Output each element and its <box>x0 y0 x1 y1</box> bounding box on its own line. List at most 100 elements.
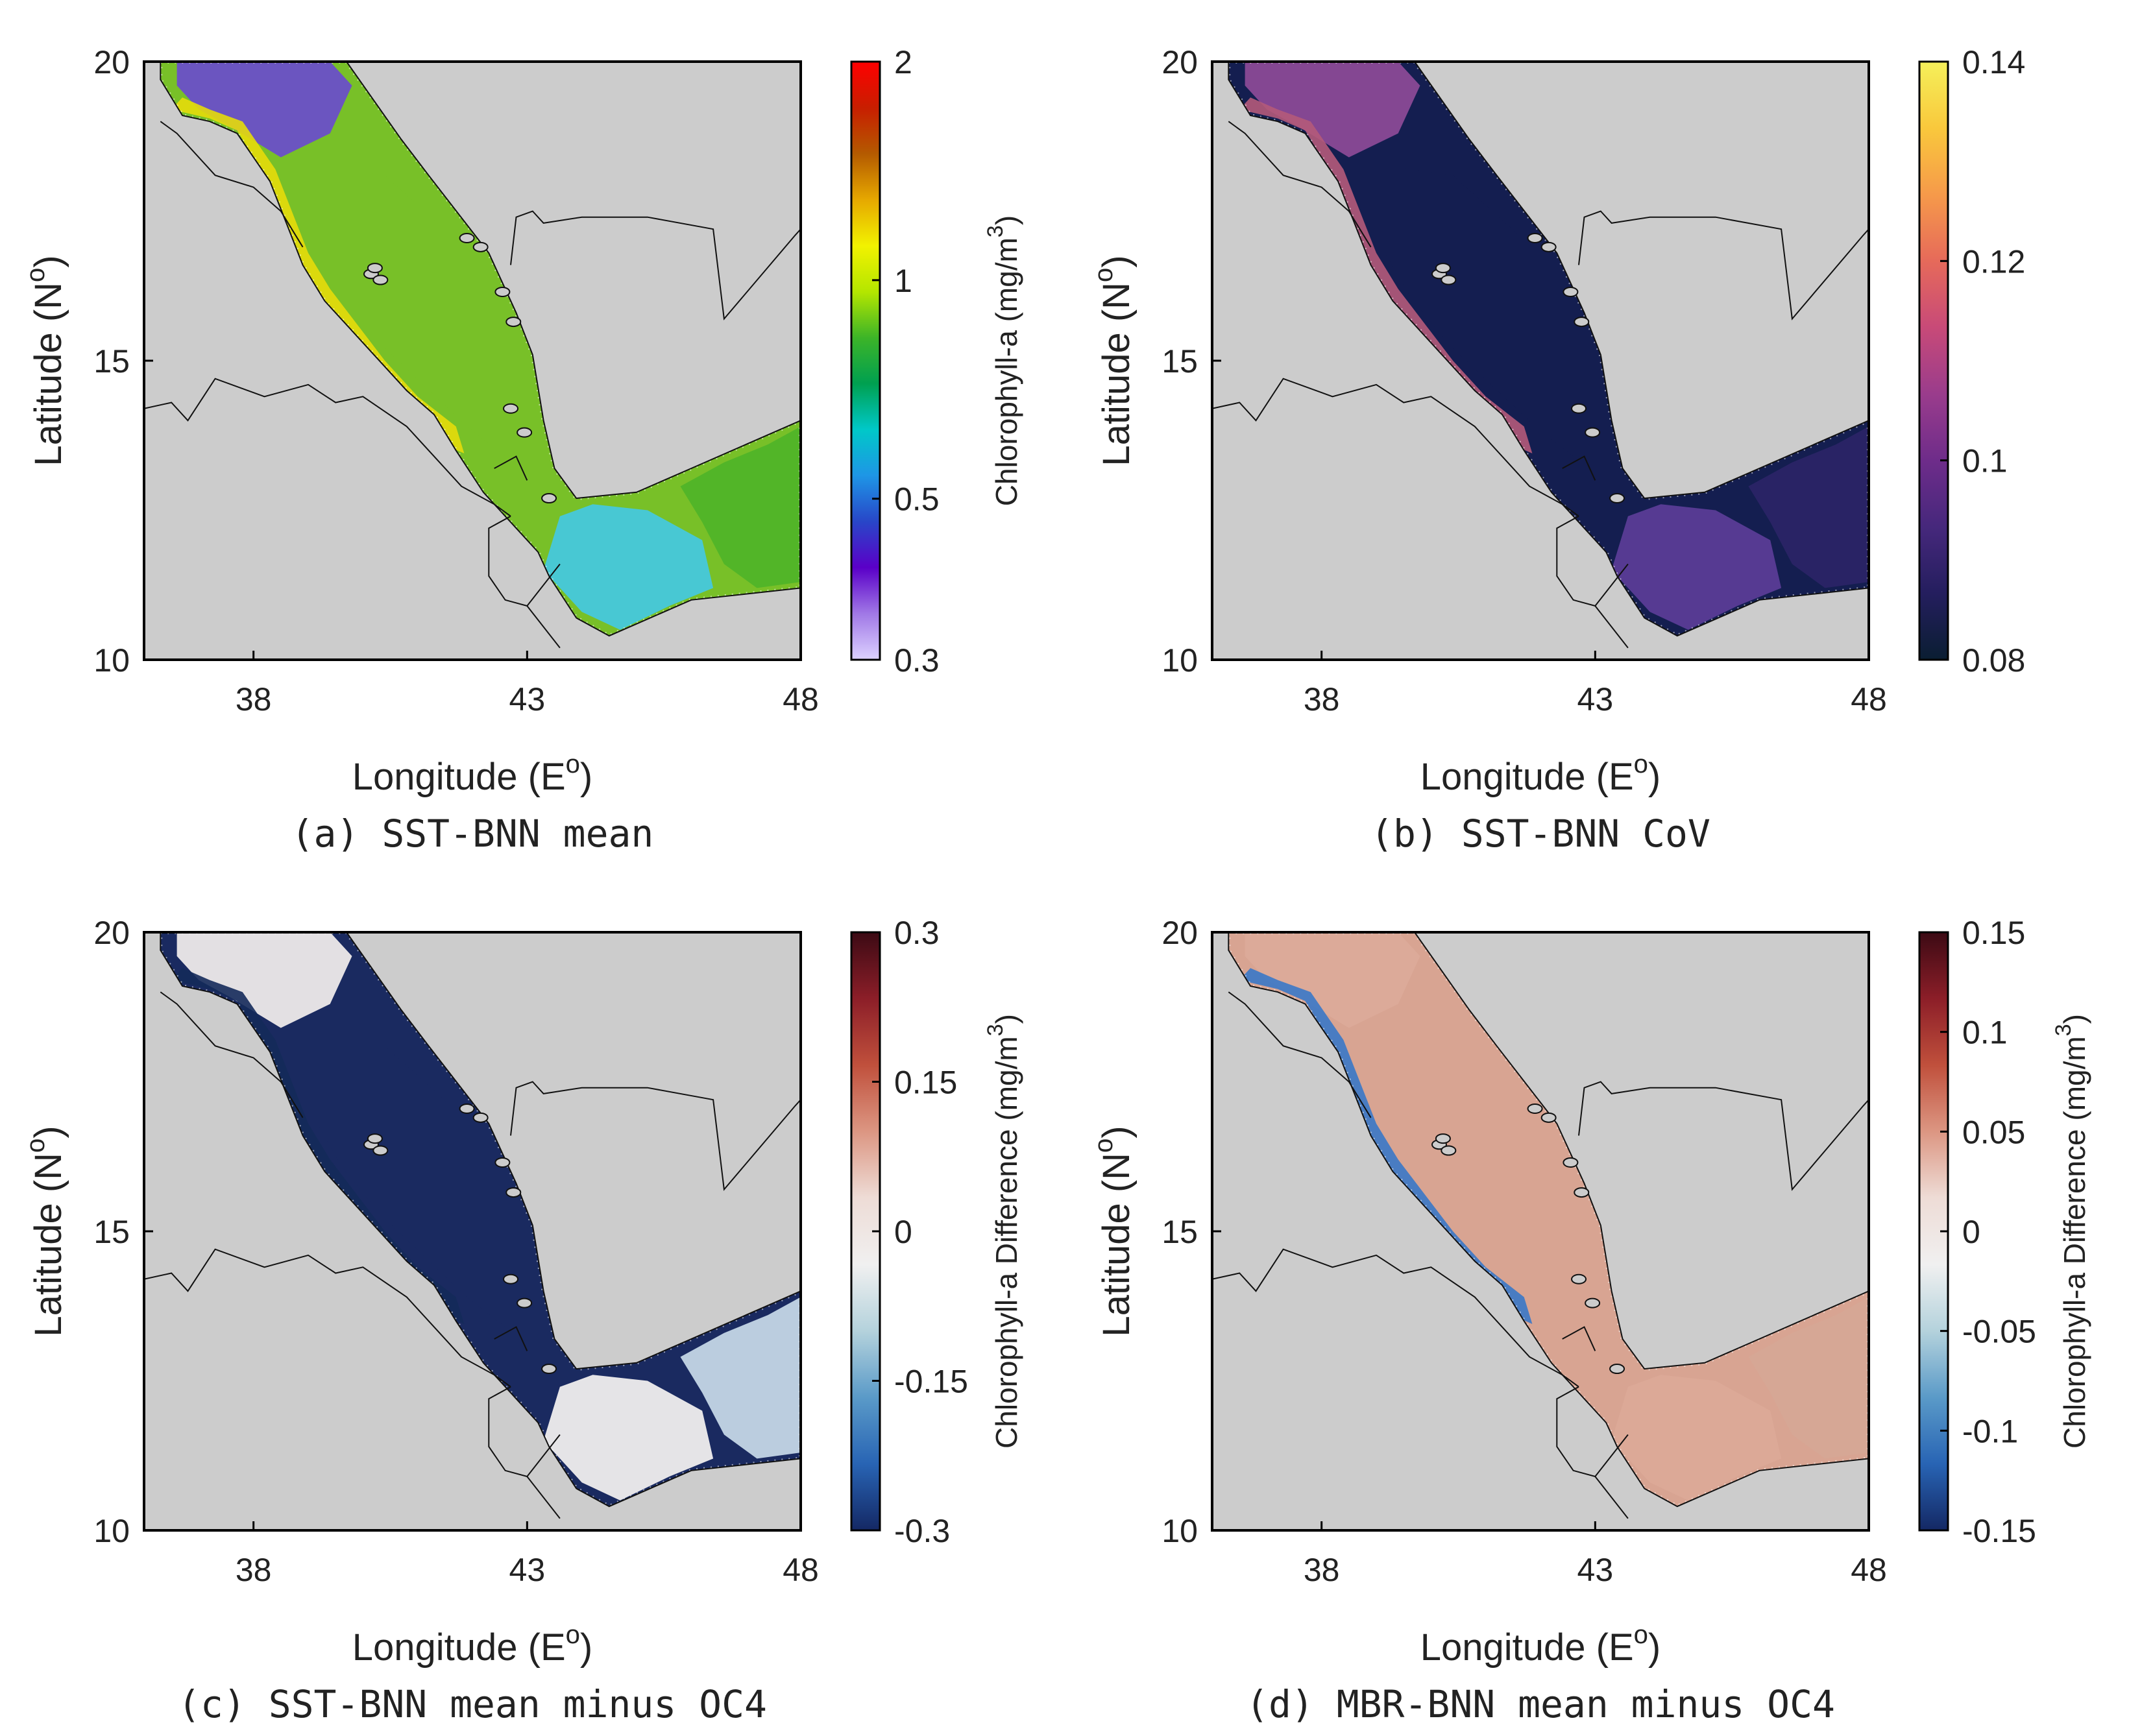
island <box>1574 1187 1590 1198</box>
island <box>459 232 475 243</box>
colorbar-label: Chlorophyll-a (mg/m3) <box>983 215 1023 506</box>
colorbar-label: Chlorophyll-a Difference (mg/m3) <box>2051 1014 2091 1449</box>
island <box>1571 1273 1587 1284</box>
island <box>1574 317 1590 328</box>
colorbar-tick-label: 2 <box>894 44 912 80</box>
colorbar-tick-label: -0.15 <box>1962 1513 2036 1549</box>
colorbar-tick-label: -0.1 <box>1962 1413 2018 1449</box>
water-center <box>1365 1033 1601 1327</box>
map-area <box>1212 62 1869 660</box>
water-coast <box>1239 97 1533 453</box>
panel-caption: (d) MBR-BNN mean minus OC4 <box>1246 1682 1835 1726</box>
colorbar-tick-label: 0.08 <box>1962 642 2025 679</box>
island <box>494 286 511 297</box>
colorbar <box>1918 60 1949 661</box>
island <box>1441 274 1457 285</box>
y-tick-label: 10 <box>1162 642 1198 679</box>
map-area <box>144 62 801 660</box>
x-tick-label: 48 <box>1851 1552 1887 1588</box>
y-axis-label: Latitude (No) <box>21 1126 69 1336</box>
water-gulf-east <box>680 1297 801 1459</box>
colorbar-tick-label: 1 <box>894 263 912 299</box>
y-axis-label: Latitude (No) <box>1089 255 1137 466</box>
water-gulf-west <box>543 504 714 630</box>
colorbar <box>850 60 881 661</box>
y-tick-label: 20 <box>1162 915 1198 951</box>
country-border <box>144 1248 511 1388</box>
country-border <box>1556 1386 1629 1478</box>
country-border <box>510 1081 801 1191</box>
island <box>1563 286 1579 297</box>
water-center <box>297 1033 533 1327</box>
colorbar-tick-label: -0.05 <box>1962 1314 2036 1350</box>
water-field <box>160 62 801 636</box>
country-border <box>494 1326 528 1351</box>
country-border <box>1594 605 1629 649</box>
island <box>1527 232 1543 243</box>
country-border <box>488 515 561 607</box>
y-tick-label: 20 <box>93 915 130 951</box>
x-tick-label: 38 <box>236 1552 272 1588</box>
colorbar-tick-label: 0.15 <box>1962 915 2025 951</box>
x-tick-label: 43 <box>1577 1552 1614 1588</box>
water-gulf-east <box>1748 426 1869 588</box>
island <box>494 1157 511 1168</box>
y-tick-label: 20 <box>1162 44 1198 80</box>
country-border <box>1228 991 1372 1118</box>
island <box>1571 403 1587 414</box>
island <box>505 1187 522 1198</box>
island <box>367 263 383 274</box>
water-gulf-west <box>1611 1375 1782 1501</box>
map-panel-d: 38 43 48 20 15 10 Longitude (Eo) Latitude (No) (… <box>1089 915 2091 1726</box>
x-tick-label: 48 <box>1851 681 1887 717</box>
island <box>472 241 489 252</box>
water-field <box>1228 932 1869 1507</box>
island <box>1609 493 1625 504</box>
country-border <box>160 121 304 248</box>
x-axis-label: Longitude (Eo) <box>1420 750 1661 798</box>
country-border <box>510 210 801 320</box>
island <box>1441 1145 1457 1156</box>
x-tick-label: 43 <box>509 1552 546 1588</box>
water-gulf-east <box>1748 1297 1869 1459</box>
water-center <box>297 163 533 457</box>
map-panel-a: 38 43 48 20 15 10 Longitude (Eo) Latitude (No) (… <box>21 44 1023 856</box>
island <box>1609 1364 1625 1375</box>
island <box>1435 263 1451 274</box>
island <box>1527 1103 1543 1114</box>
y-tick-label: 15 <box>1162 343 1198 380</box>
island <box>372 1145 389 1156</box>
panel-caption: (c) SST-BNN mean minus OC4 <box>178 1682 767 1726</box>
water-center <box>1365 163 1601 457</box>
country-border <box>1578 1081 1869 1191</box>
water-coast <box>171 97 465 453</box>
island <box>505 317 522 328</box>
y-axis-label: Latitude (No) <box>21 255 69 466</box>
colorbar-tick-label: 0.1 <box>1962 1015 2008 1051</box>
country-border <box>488 1386 561 1478</box>
x-tick-label: 38 <box>1304 1552 1340 1588</box>
water-gulf-west <box>1611 504 1782 630</box>
country-border <box>1562 1326 1596 1351</box>
island <box>503 1273 519 1284</box>
y-tick-label: 15 <box>93 343 130 380</box>
country-border <box>1562 455 1596 481</box>
country-border <box>526 605 561 649</box>
island <box>1585 427 1601 438</box>
colorbar-tick-label: 0.14 <box>1962 44 2025 80</box>
colorbar-tick-label: 0.3 <box>894 915 940 951</box>
country-border <box>1594 1476 1629 1519</box>
colorbar-tick-label: 0.5 <box>894 481 940 518</box>
x-tick-label: 48 <box>783 1552 819 1588</box>
island <box>1540 1112 1557 1123</box>
panel-caption: (a) SST-BNN mean <box>291 812 654 856</box>
island <box>1563 1157 1579 1168</box>
island <box>541 493 557 504</box>
water-north <box>176 932 352 1028</box>
map-panel-b: 38 43 48 20 15 10 Longitude (Eo) Latitude (No) (… <box>1089 44 2025 856</box>
water-coast <box>1239 968 1533 1324</box>
island <box>372 274 389 285</box>
x-tick-label: 43 <box>509 681 546 717</box>
x-axis-label: Longitude (Eo) <box>352 750 593 798</box>
x-tick-label: 38 <box>236 681 272 717</box>
